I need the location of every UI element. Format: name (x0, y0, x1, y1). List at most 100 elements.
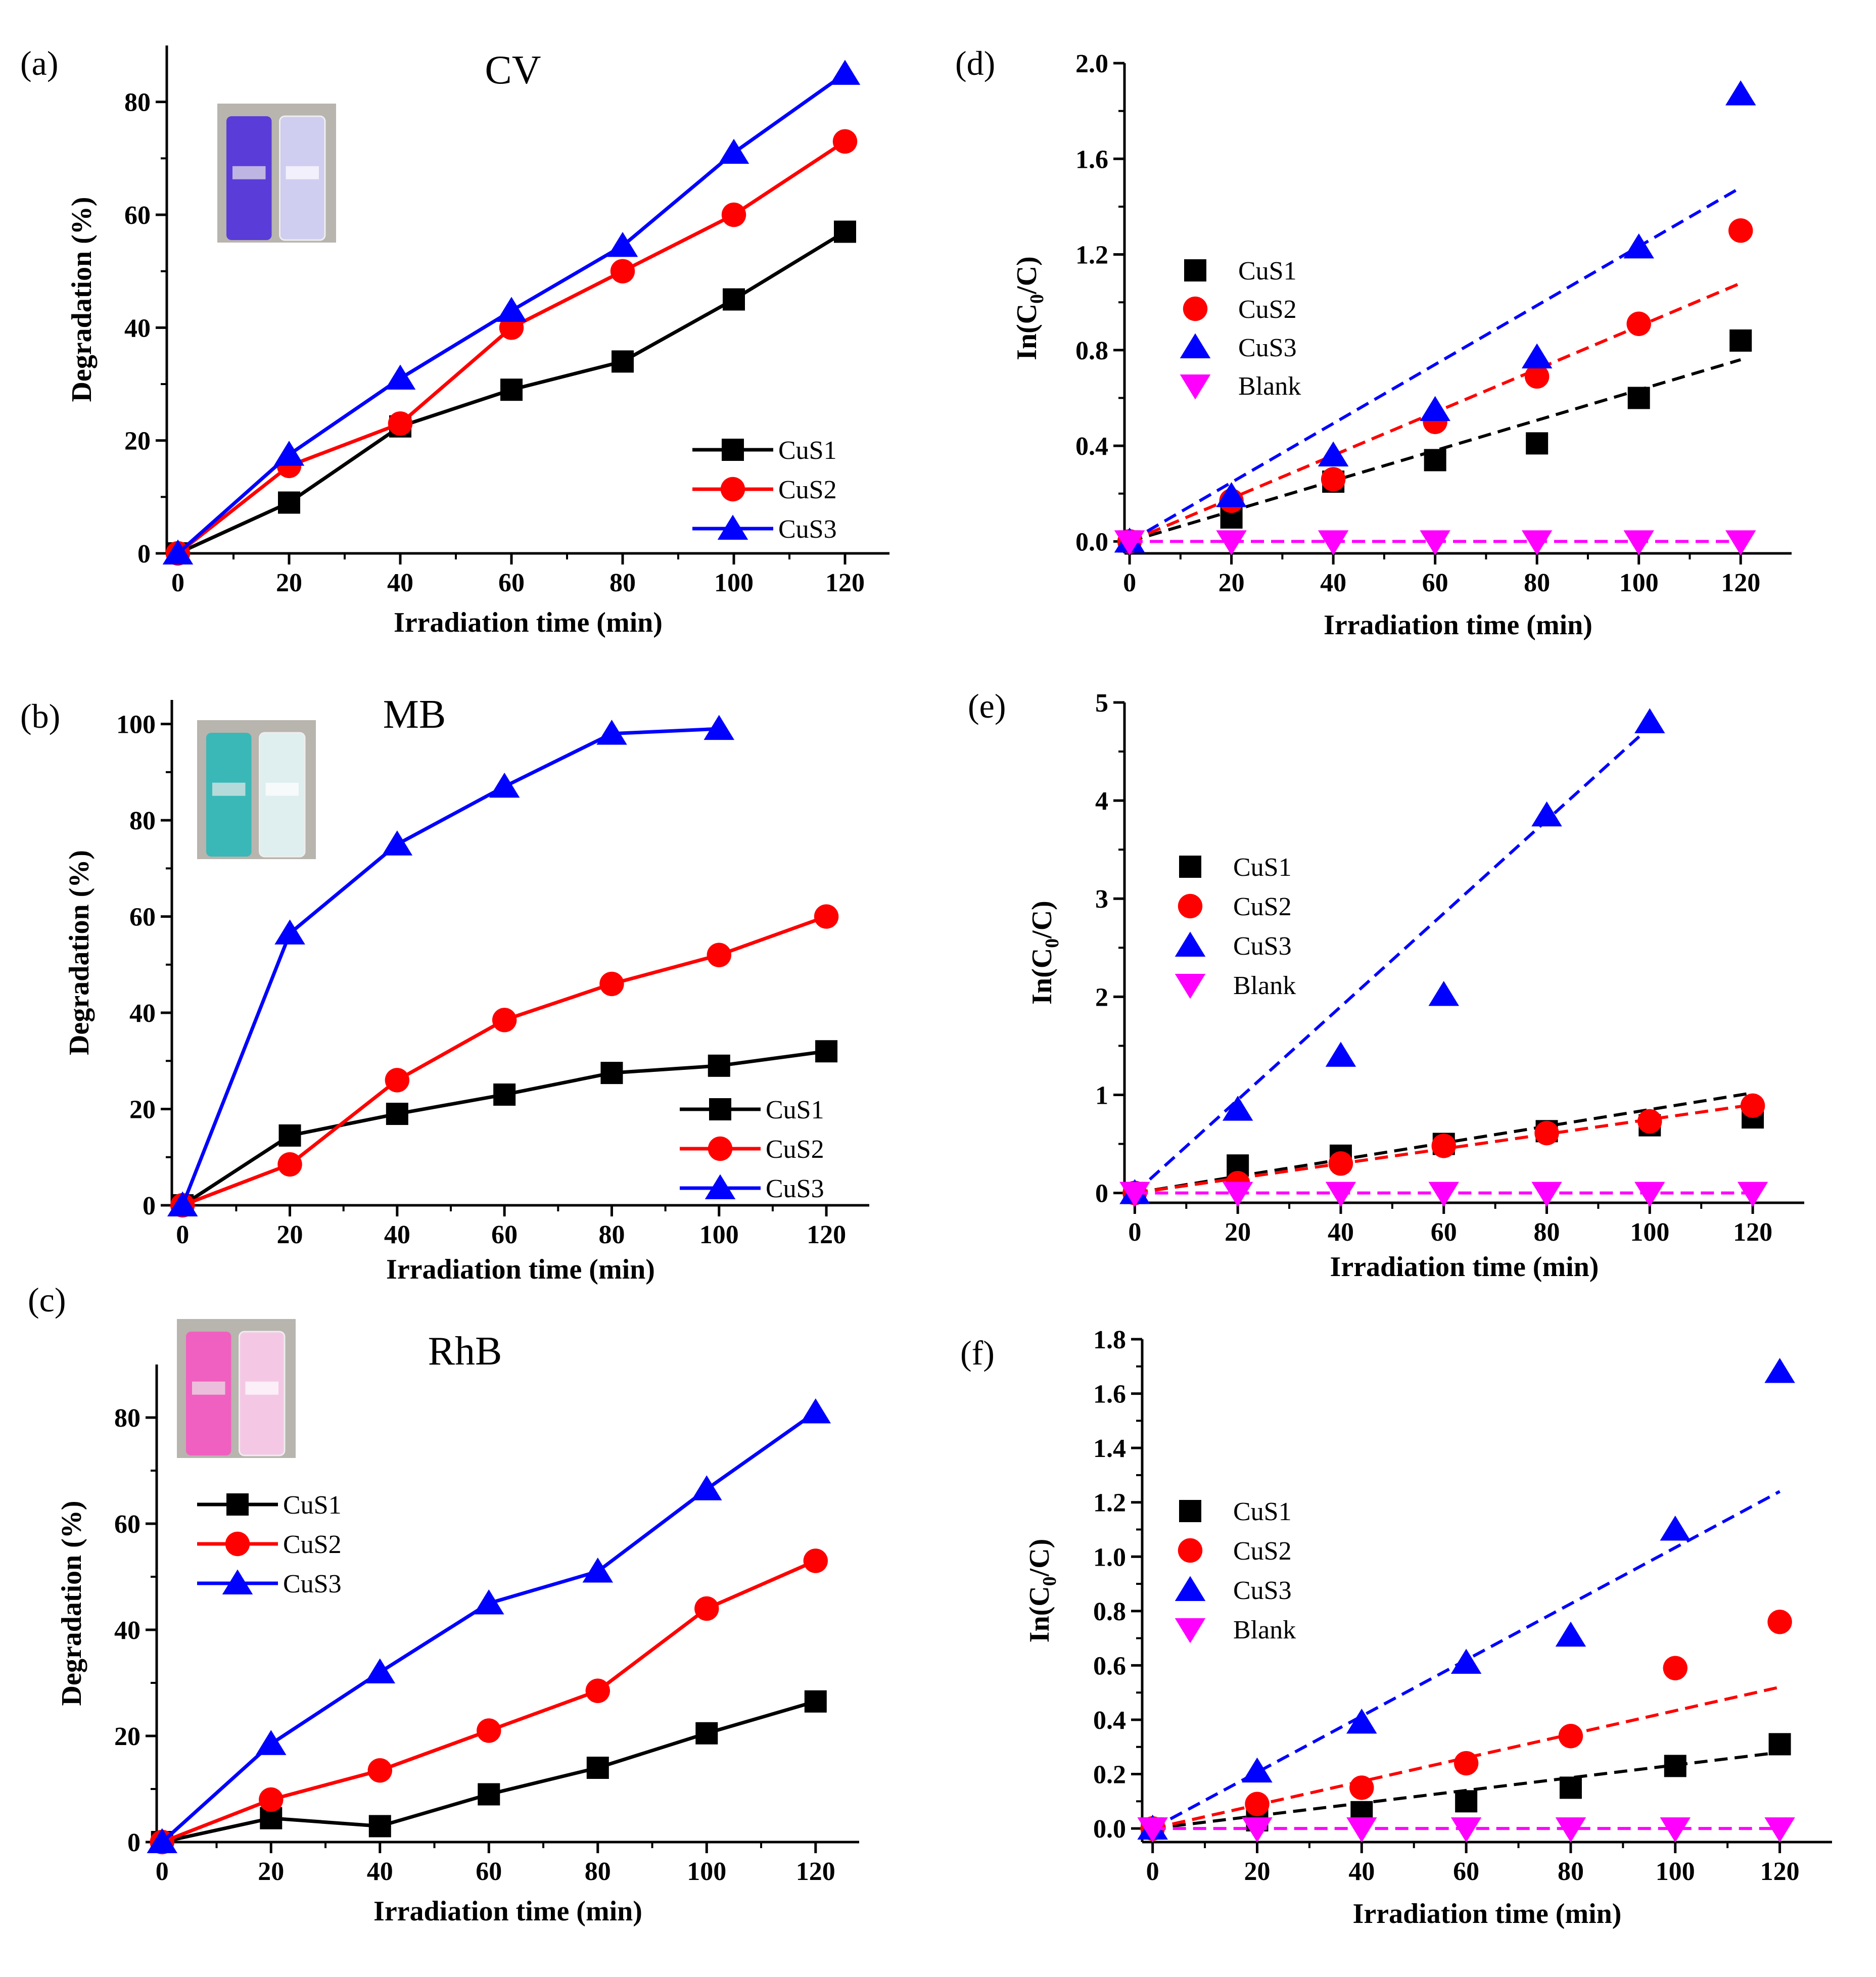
panel-label: (d) (955, 44, 995, 82)
x-tick-label: 0 (156, 1857, 169, 1886)
legend-label-Blank: Blank (1238, 372, 1301, 401)
data-point-CuS1 (834, 220, 856, 243)
legend-marker-CuS2 (225, 1531, 250, 1557)
data-point-CuS3 (364, 1658, 396, 1683)
data-point-CuS2 (832, 129, 858, 154)
x-tick-label: 120 (796, 1857, 835, 1886)
data-point-CuS2 (707, 943, 731, 967)
x-tick-label: 40 (1328, 1218, 1354, 1247)
legend-label-CuS2: CuS2 (1238, 295, 1297, 324)
chart-title: CV (485, 48, 541, 92)
y-tick-label: 2.0 (1075, 50, 1108, 78)
x-tick-label: 60 (1422, 569, 1448, 597)
y-axis-label: In(C0/C) (1011, 256, 1048, 360)
legend-label-Blank: Blank (1233, 971, 1296, 1000)
data-point-CuS2 (1626, 311, 1651, 336)
data-point-CuS3 (596, 720, 627, 745)
x-tick-label: 20 (1244, 1857, 1271, 1886)
legend-label-Blank: Blank (1233, 1616, 1296, 1644)
x-tick-label: 20 (1225, 1218, 1251, 1247)
data-point-CuS2 (1349, 1775, 1374, 1800)
panel-label: (e) (968, 687, 1006, 725)
chart-title: RhB (428, 1329, 502, 1374)
data-point-CuS3 (274, 919, 305, 945)
series-CuS2 (150, 1548, 828, 1855)
legend-label-CuS1: CuS1 (766, 1096, 824, 1124)
data-point-CuS1 (1729, 329, 1752, 352)
data-point-CuS1 (278, 1124, 301, 1147)
y-tick-label: 20 (124, 427, 151, 456)
legend-marker-CuS1 (1179, 856, 1201, 878)
data-point-CuS2 (599, 971, 624, 997)
data-point-CuS3 (1555, 1621, 1586, 1647)
y-tick-label: 0 (1095, 1180, 1108, 1208)
legend-marker-CuS3 (1180, 333, 1211, 358)
data-point-Blank (1325, 1182, 1356, 1207)
y-tick-label: 1.0 (1093, 1543, 1126, 1572)
chart-title: MB (383, 692, 446, 737)
y-tick-label: 1.6 (1075, 145, 1108, 174)
y-tick-label: 0.4 (1093, 1706, 1126, 1735)
data-point-CuS1 (1526, 432, 1549, 455)
series-CuS3 (167, 715, 735, 1216)
y-axis-label: Degradation (%) (64, 850, 95, 1055)
series-Blank (1137, 1817, 1795, 1843)
y-tick-label: 100 (116, 711, 156, 739)
y-axis-label: Degradation (%) (56, 1501, 87, 1706)
x-tick-label: 0 (176, 1220, 189, 1249)
y-tick-label: 0.0 (1075, 528, 1108, 556)
legend-marker-CuS2 (720, 477, 745, 502)
y-tick-label: 0.4 (1075, 432, 1108, 461)
chart-panel-0: (a) CV 0 20 40 60 80 100 120 0 20 40 60 80 Irradiation… (20, 44, 889, 638)
data-point-CuS3 (1318, 441, 1349, 466)
y-tick-label: 2 (1095, 983, 1108, 1012)
y-tick-label: 0 (143, 1192, 156, 1220)
data-point-CuS2 (694, 1596, 719, 1621)
data-point-Blank (1137, 1817, 1168, 1843)
legend-label-CuS1: CuS1 (283, 1491, 342, 1520)
panel-label: (c) (28, 1281, 66, 1319)
data-point-CuS3 (474, 1589, 504, 1615)
data-point-CuS2 (1524, 364, 1550, 389)
x-tick-label: 20 (1218, 569, 1245, 597)
data-point-Blank (1531, 1182, 1562, 1207)
data-point-CuS3 (1420, 396, 1450, 421)
legend-marker-Blank (1175, 1618, 1206, 1643)
legend-marker-CuS3 (1175, 931, 1206, 957)
data-point-CuS2 (721, 202, 746, 227)
data-point-CuS1 (804, 1690, 827, 1713)
x-axis-label: Irradiation time (min) (1324, 609, 1592, 641)
legend-label-CuS2: CuS2 (778, 476, 837, 504)
x-tick-label: 100 (1656, 1857, 1695, 1886)
y-tick-label: 20 (114, 1722, 140, 1751)
series-CuS2 (170, 904, 839, 1218)
data-point-CuS1 (493, 1083, 516, 1106)
data-point-CuS3 (147, 1828, 178, 1853)
data-point-CuS1 (695, 1722, 718, 1745)
x-tick-label: 60 (476, 1857, 502, 1886)
vial-label-before (232, 166, 266, 179)
data-point-CuS2 (1728, 218, 1753, 243)
y-tick-label: 0.6 (1093, 1652, 1126, 1680)
data-point-CuS3 (1764, 1358, 1795, 1383)
y-tick-label: 5 (1095, 689, 1108, 718)
legend-label-CuS3: CuS3 (283, 1570, 342, 1598)
data-point-Blank (1555, 1817, 1586, 1843)
x-tick-label: 0 (1146, 1857, 1159, 1886)
x-tick-label: 60 (1431, 1218, 1457, 1247)
x-tick-label: 40 (1320, 569, 1346, 597)
y-tick-label: 0.2 (1093, 1761, 1126, 1790)
data-point-CuS1 (723, 288, 745, 311)
x-tick-label: 40 (1348, 1857, 1375, 1886)
fit-line-CuS3 (1129, 186, 1742, 543)
data-point-CuS1 (1424, 449, 1446, 472)
inset-vial-photo (197, 720, 316, 859)
x-tick-label: 0 (1123, 569, 1136, 597)
data-point-CuS1 (278, 491, 300, 514)
data-point-CuS3 (1531, 801, 1562, 827)
data-point-CuS1 (708, 1054, 730, 1077)
x-tick-label: 40 (387, 569, 413, 597)
vial-label-before (212, 782, 246, 796)
series-CuS1 (151, 1690, 827, 1853)
y-tick-label: 80 (114, 1404, 140, 1433)
